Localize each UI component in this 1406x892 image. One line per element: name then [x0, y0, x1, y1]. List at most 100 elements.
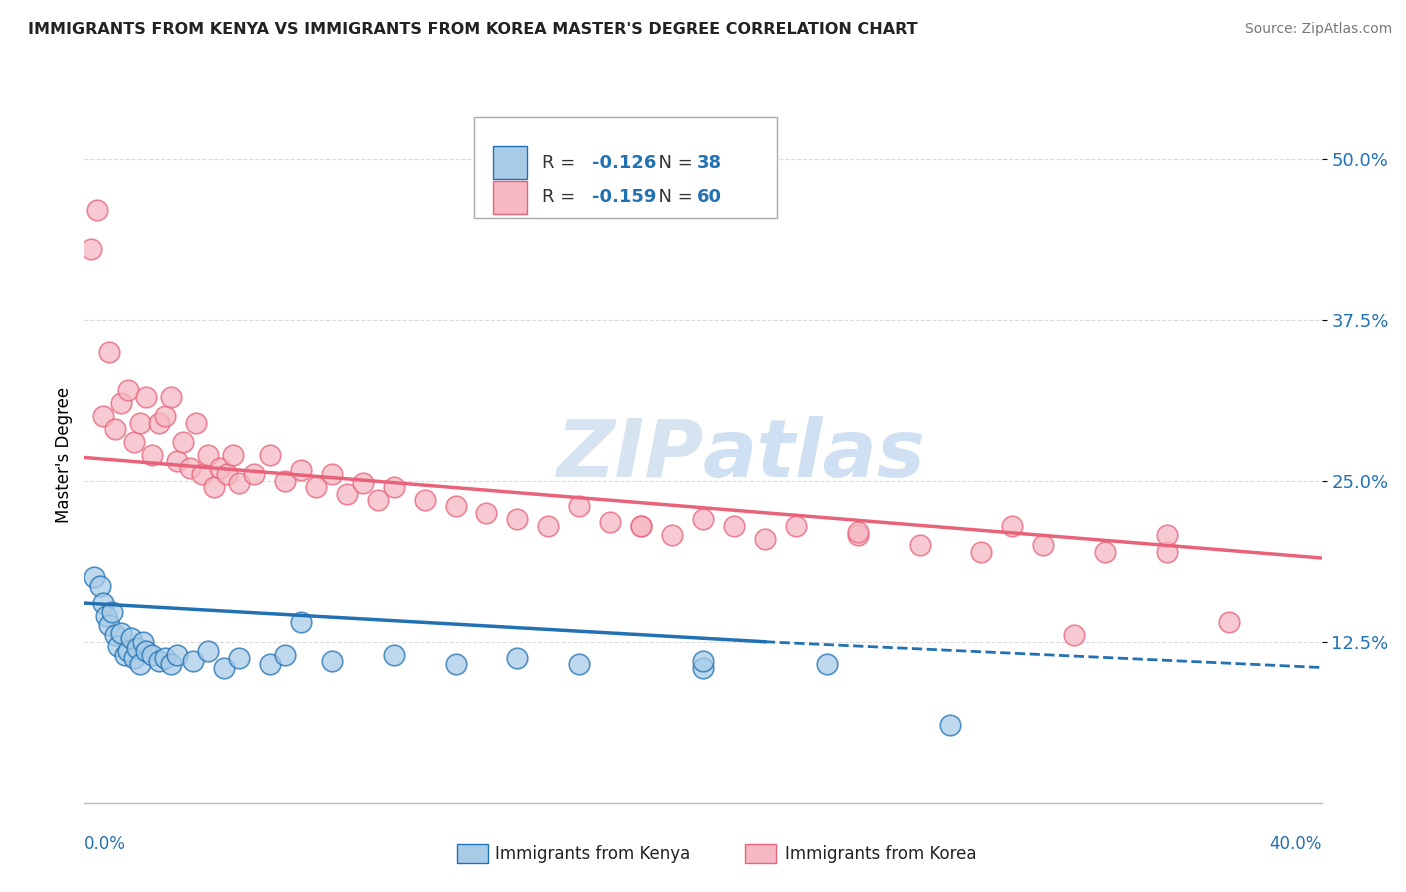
Point — [321, 467, 343, 482]
Text: Source: ZipAtlas.com: Source: ZipAtlas.com — [1244, 22, 1392, 37]
Point — [661, 528, 683, 542]
Point — [153, 409, 176, 424]
Point — [83, 570, 105, 584]
Point — [129, 416, 152, 430]
Point — [160, 657, 183, 671]
Point — [692, 660, 714, 674]
Text: N =: N = — [647, 188, 699, 206]
Point — [1001, 518, 1024, 533]
Point — [321, 654, 343, 668]
Point — [197, 644, 219, 658]
Point — [110, 625, 132, 640]
Point — [148, 416, 170, 430]
Point — [104, 628, 127, 642]
Point — [1156, 528, 1178, 542]
Point — [110, 396, 132, 410]
Point — [94, 609, 117, 624]
Point — [274, 648, 297, 662]
Point — [79, 242, 101, 256]
Point — [141, 448, 163, 462]
FancyBboxPatch shape — [492, 181, 527, 214]
Point — [692, 654, 714, 668]
Point — [939, 718, 962, 732]
Text: R =: R = — [543, 153, 581, 171]
Point — [970, 544, 993, 558]
FancyBboxPatch shape — [474, 118, 778, 219]
Point — [274, 474, 297, 488]
Point — [243, 467, 266, 482]
Point — [141, 648, 163, 662]
Text: 38: 38 — [697, 153, 721, 171]
Point — [846, 528, 869, 542]
FancyBboxPatch shape — [492, 146, 527, 179]
Point — [148, 654, 170, 668]
Point — [91, 596, 114, 610]
Point — [568, 657, 591, 671]
Point — [1032, 538, 1054, 552]
Point — [846, 525, 869, 540]
Point — [815, 657, 838, 671]
Point — [98, 344, 121, 359]
Text: N =: N = — [647, 153, 699, 171]
Point — [184, 416, 207, 430]
Point — [305, 480, 328, 494]
Text: IMMIGRANTS FROM KENYA VS IMMIGRANTS FROM KOREA MASTER'S DEGREE CORRELATION CHART: IMMIGRANTS FROM KENYA VS IMMIGRANTS FROM… — [28, 22, 918, 37]
Point — [181, 654, 204, 668]
Point — [367, 493, 389, 508]
Text: ZIP: ZIP — [555, 416, 703, 494]
Point — [444, 500, 467, 514]
Point — [86, 203, 108, 218]
Point — [160, 390, 183, 404]
Point — [191, 467, 214, 482]
Point — [197, 448, 219, 462]
Text: atlas: atlas — [703, 416, 925, 494]
Point — [209, 460, 232, 475]
Point — [202, 480, 225, 494]
Point — [537, 518, 560, 533]
Point — [1063, 628, 1085, 642]
Point — [228, 476, 250, 491]
Point — [475, 506, 498, 520]
Point — [172, 435, 194, 450]
Point — [132, 634, 155, 648]
Point — [382, 648, 405, 662]
Text: 40.0%: 40.0% — [1270, 835, 1322, 853]
Point — [568, 500, 591, 514]
Point — [179, 460, 201, 475]
Point — [101, 605, 124, 619]
Text: -0.126: -0.126 — [592, 153, 657, 171]
Text: R =: R = — [543, 188, 581, 206]
Point — [1156, 544, 1178, 558]
Point — [1094, 544, 1116, 558]
Point — [630, 518, 652, 533]
Text: 60: 60 — [697, 188, 721, 206]
Point — [444, 657, 467, 671]
Point — [228, 651, 250, 665]
Point — [135, 644, 157, 658]
Point — [129, 657, 152, 671]
Point — [166, 454, 188, 468]
Text: 0.0%: 0.0% — [84, 835, 127, 853]
Point — [122, 651, 145, 665]
Point — [107, 639, 129, 653]
Point — [506, 651, 529, 665]
Point — [382, 480, 405, 494]
Point — [506, 512, 529, 526]
Point — [599, 515, 621, 529]
Point — [212, 660, 235, 674]
Point — [723, 518, 745, 533]
Point — [122, 435, 145, 450]
Point — [336, 486, 359, 500]
Point — [1218, 615, 1240, 630]
Point — [166, 648, 188, 662]
Point — [117, 644, 139, 658]
Point — [135, 390, 157, 404]
Point — [114, 648, 136, 662]
Text: Immigrants from Korea: Immigrants from Korea — [785, 845, 976, 863]
Point — [754, 532, 776, 546]
Point — [630, 518, 652, 533]
Point — [259, 448, 281, 462]
Point — [290, 615, 312, 630]
Point — [290, 463, 312, 477]
Point — [413, 493, 436, 508]
